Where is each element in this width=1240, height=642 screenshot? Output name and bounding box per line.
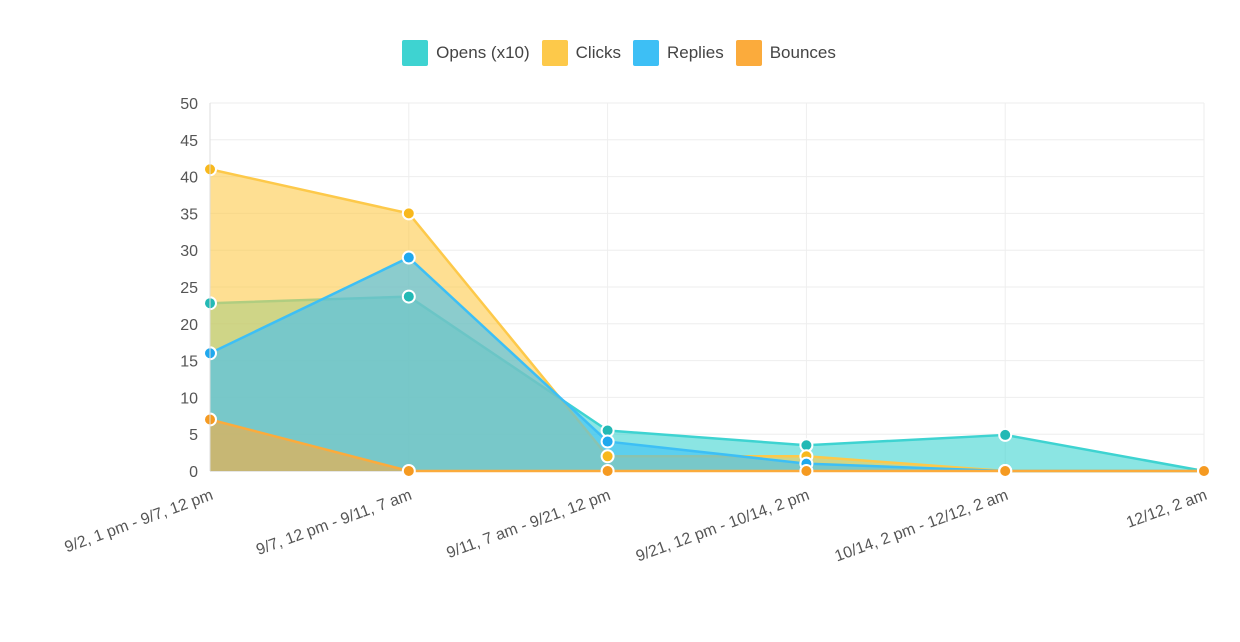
- x-tick-label: 10/14, 2 pm - 12/12, 2 am: [833, 487, 1011, 566]
- series-points: [203, 162, 1211, 478]
- data-point[interactable]: [401, 464, 416, 478]
- data-point[interactable]: [600, 464, 615, 478]
- y-tick-label: 35: [180, 206, 198, 223]
- y-tick-label: 30: [180, 243, 198, 260]
- legend-item-bounces[interactable]: Bounces: [735, 40, 836, 66]
- series-line: [209, 418, 1204, 473]
- data-point[interactable]: [799, 464, 814, 478]
- y-tick-label: 10: [180, 390, 198, 407]
- data-point[interactable]: [600, 434, 615, 449]
- x-tick-label: 9/11, 7 am - 9/21, 12 pm: [444, 487, 613, 562]
- data-point[interactable]: [401, 289, 416, 304]
- y-tick-label: 50: [180, 96, 198, 113]
- legend-label-opens: Opens (x10): [436, 43, 530, 62]
- legend-swatch-clicks: [541, 40, 568, 66]
- data-point[interactable]: [401, 206, 416, 221]
- y-tick-label: 40: [180, 170, 198, 187]
- legend-swatch-opens: [402, 40, 429, 66]
- series-areas: [209, 168, 1205, 473]
- y-tick-label: 20: [180, 317, 198, 334]
- y-tick-label: 15: [180, 354, 198, 371]
- y-tick-label: 45: [180, 133, 198, 150]
- legend-label-bounces: Bounces: [769, 43, 836, 62]
- x-tick-label: 9/7, 12 pm - 9/11, 7 am: [254, 487, 414, 559]
- x-tick-label: 9/21, 12 pm - 10/14, 2 pm: [634, 487, 812, 566]
- legend-item-clicks[interactable]: Clicks: [541, 40, 621, 66]
- x-tick-label: 12/12, 2 am: [1124, 487, 1209, 532]
- legend-swatch-replies: [633, 40, 659, 66]
- legend-label-replies: Replies: [667, 43, 724, 62]
- legend-label-clicks: Clicks: [575, 43, 621, 62]
- legend-item-replies[interactable]: Replies: [633, 40, 724, 66]
- y-tick-label: 0: [189, 464, 198, 481]
- series-area: [210, 257, 1204, 471]
- legend: Opens (x10) Clicks Replies Bounces: [0, 40, 1240, 66]
- data-point[interactable]: [998, 464, 1013, 478]
- y-tick-label: 5: [189, 427, 198, 444]
- data-point[interactable]: [600, 449, 615, 464]
- legend-item-opens[interactable]: Opens (x10): [402, 40, 530, 66]
- legend-swatch-bounces: [735, 40, 762, 66]
- data-point[interactable]: [401, 250, 416, 265]
- x-tick-label: 9/2, 1 pm - 9/7, 12 pm: [62, 487, 215, 557]
- series-area: [210, 419, 1204, 471]
- data-point[interactable]: [1197, 464, 1211, 478]
- y-tick-label: 25: [180, 280, 198, 297]
- data-point[interactable]: [998, 427, 1013, 442]
